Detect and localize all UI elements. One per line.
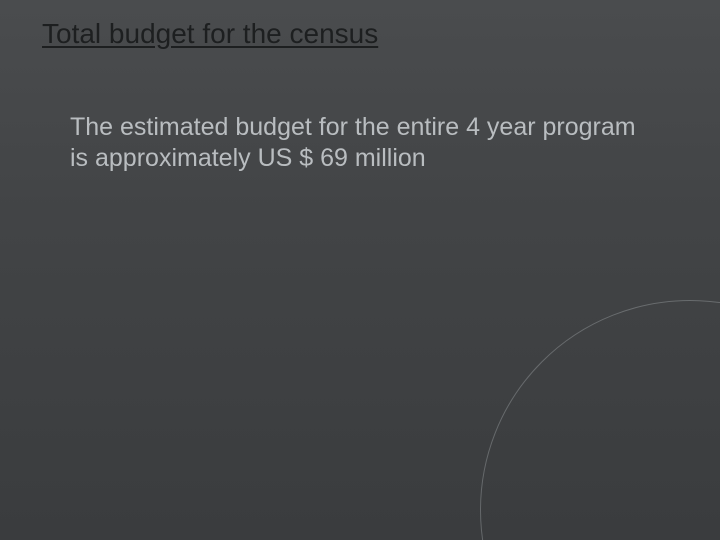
slide-body-text: The estimated budget for the entire 4 ye… (70, 112, 660, 175)
slide-title: Total budget for the census (42, 18, 378, 50)
slide: Total budget for the census The estimate… (0, 0, 720, 540)
decorative-arc (480, 300, 720, 540)
